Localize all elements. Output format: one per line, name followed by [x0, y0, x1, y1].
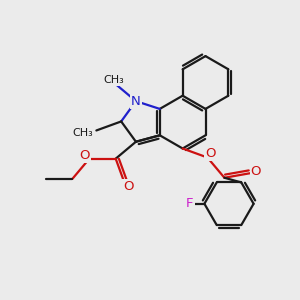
Text: CH₃: CH₃: [73, 128, 93, 139]
Text: O: O: [123, 180, 134, 193]
Text: O: O: [250, 165, 261, 178]
Text: O: O: [80, 149, 90, 162]
Text: CH₃: CH₃: [104, 75, 124, 85]
Text: F: F: [186, 197, 194, 210]
Text: N: N: [131, 94, 141, 108]
Text: O: O: [205, 146, 216, 160]
